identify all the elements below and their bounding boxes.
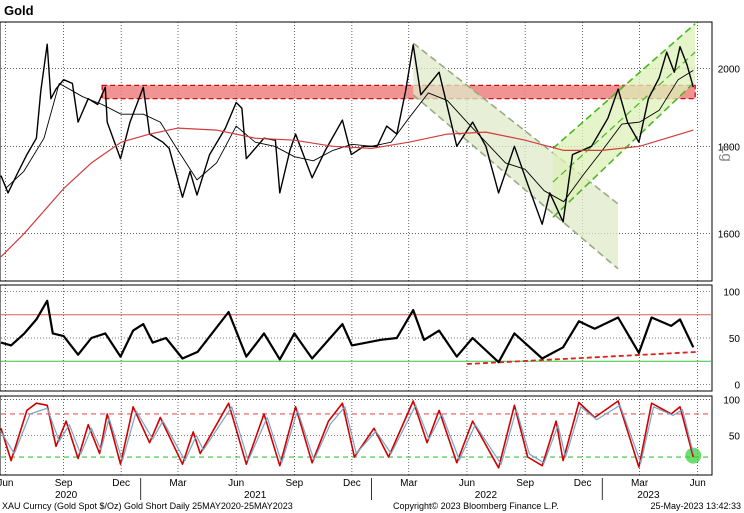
down-channel-lower [412,94,619,270]
rsi-support-trendline [466,351,697,365]
stochastic-tick-labels: 50 100 [723,396,740,443]
x-year-label: 2020 [55,490,78,501]
price-panel: 1600 1800 2000 Lg [0,21,741,282]
x-month-label: Dec [574,478,592,489]
y-tick-label: 0 [734,380,740,391]
rsi-tick-labels: 0 50 100 [723,288,740,392]
rsi-gridlines [1,285,711,391]
%d-line [0,404,694,465]
footer-security: XAU Curncy (Gold Spot $/Oz) Gold Short D… [2,501,293,511]
rsi-line [0,299,695,364]
resistance-band [101,84,696,100]
x-month-label: Jun [459,478,475,489]
up-channel-middle [552,51,696,183]
x-month-label: Mar [169,478,187,489]
short-moving-average-line [5,70,694,203]
y-tick-label: 50 [729,334,741,345]
stochastic-panel: 50 100 [0,395,740,476]
x-axis-month-labels: Jun Sep Dec Mar Jun Sep Dec Mar Jun Sep Dec Mar Jun [0,478,706,489]
price-annotations [101,23,696,270]
y-tick-label: 1600 [718,229,741,240]
price-line [0,43,694,225]
down-channel [413,43,619,269]
x-month-label: Dec [112,478,130,489]
long-moving-average-line [0,127,694,258]
x-year-label: 2021 [244,490,267,501]
x-month-label: Sep [285,478,303,489]
chart-title: Gold [4,3,34,18]
price-series [0,43,694,258]
footer-copyright: Copyright© 2023 Bloomberg Finance L.P. [393,501,559,511]
x-year-label: 2023 [637,490,660,501]
price-tick-labels: 1600 1800 2000 [718,65,741,241]
footer-timestamp: 25-May-2023 13:42:33 [650,501,741,511]
rsi-series [0,299,695,364]
up-channel [552,23,696,218]
x-month-label: Sep [55,478,73,489]
x-month-label: Sep [516,478,534,489]
y-tick-label: 100 [723,396,740,407]
scale-label: Lg [718,145,735,162]
x-month-label: Jun [0,478,13,489]
rsi-annotations [1,314,711,365]
y-tick-label: 1800 [718,142,741,153]
x-axis-year-labels: 2020 2021 2022 2023 [55,478,660,501]
stochastic-series [0,400,695,469]
y-tick-label: 50 [729,432,741,443]
x-month-label: Dec [343,478,361,489]
%k-line [0,400,695,469]
x-month-label: Mar [400,478,418,489]
x-year-label: 2022 [475,490,498,501]
y-tick-label: 100 [723,288,740,299]
x-month-label: Mar [631,478,649,489]
up-channel-upper [552,23,696,149]
x-month-label: Jun [690,478,706,489]
y-tick-label: 2000 [718,65,741,76]
rsi-panel: 0 50 100 [0,284,740,392]
x-month-label: Jun [228,478,244,489]
